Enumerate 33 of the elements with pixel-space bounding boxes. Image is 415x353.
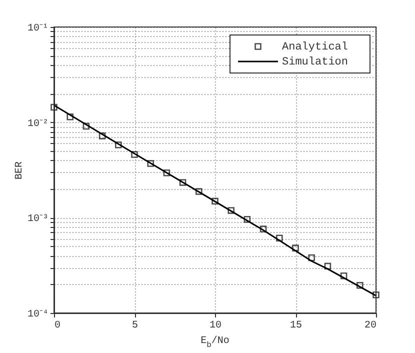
x-tick-label: 20 — [364, 320, 376, 332]
point — [228, 207, 234, 214]
y-axis-title: BER — [14, 161, 26, 180]
x-tick-label: 10 — [209, 320, 222, 332]
y-tick-label: 10⁻¹ — [27, 24, 48, 34]
point — [66, 114, 74, 120]
point — [324, 262, 332, 270]
y-tick-label: 10⁻⁴ — [27, 310, 48, 320]
x-tick-label: 5 — [132, 320, 138, 332]
x-tick-label: 15 — [290, 320, 302, 332]
point — [340, 272, 348, 280]
y-tick-label: 10⁻² — [27, 118, 48, 130]
point — [260, 226, 267, 232]
legend-label: Simulation — [282, 56, 348, 68]
point — [356, 282, 364, 289]
point — [131, 151, 138, 158]
point — [179, 179, 186, 186]
legend-label: Analytical — [282, 42, 348, 54]
point — [308, 254, 315, 262]
point — [163, 169, 170, 176]
point — [50, 104, 58, 111]
point — [147, 160, 154, 167]
point — [292, 244, 299, 252]
point — [276, 234, 283, 242]
point — [244, 216, 251, 223]
point — [98, 132, 106, 140]
point — [212, 198, 218, 205]
point — [115, 142, 122, 148]
point — [82, 122, 90, 130]
x-tick-label: 0 — [54, 320, 61, 332]
point — [372, 291, 380, 298]
point — [196, 188, 202, 195]
y-tick-label: 10⁻³ — [27, 214, 48, 226]
